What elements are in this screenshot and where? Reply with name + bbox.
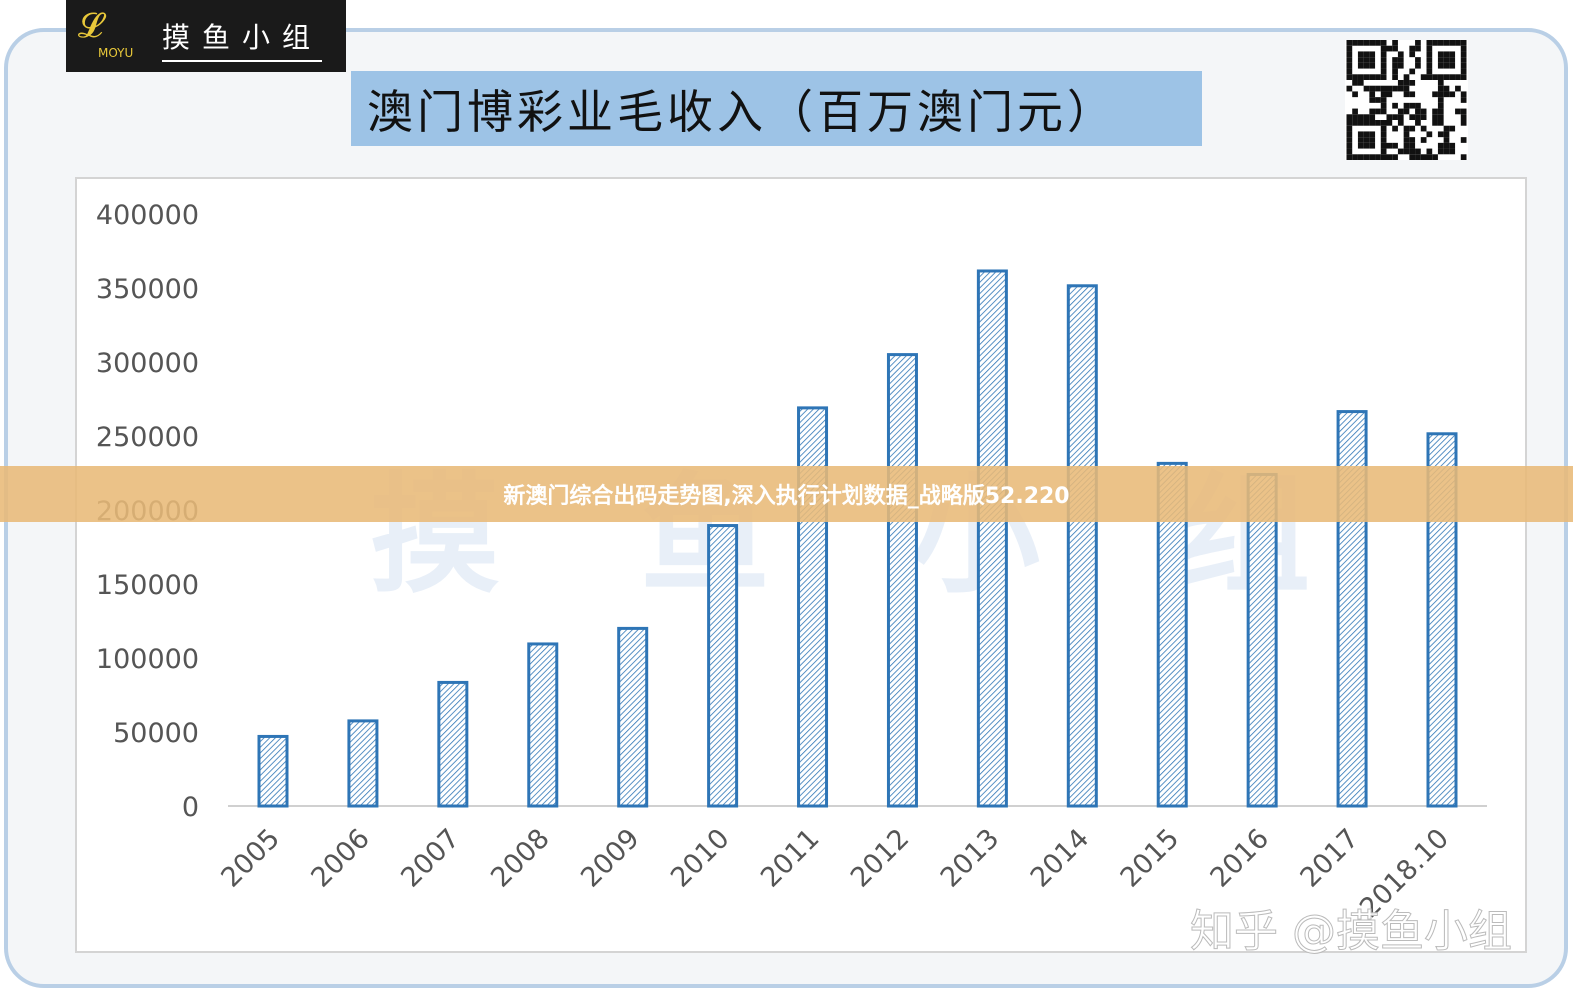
x-tick-label: 2012 [845, 823, 916, 894]
y-tick-label: 250000 [96, 422, 199, 453]
x-tick-label: 2008 [485, 823, 556, 894]
x-tick-label: 2006 [305, 823, 376, 894]
y-tick-label: 350000 [96, 274, 199, 305]
x-tick-label: 2009 [575, 823, 646, 894]
bar-2005 [257, 734, 289, 808]
x-tick-label: 2010 [665, 823, 736, 894]
logo-sub: MOYU [98, 46, 134, 60]
bar-2006 [347, 719, 379, 808]
x-tick-label: 2005 [215, 823, 286, 894]
logo-mark-icon: 𝓛 [78, 6, 103, 46]
logo-brand: 摸鱼小组 [162, 16, 323, 62]
bar-2009 [617, 626, 649, 808]
y-tick-label: 300000 [96, 348, 199, 379]
bar-2013 [976, 269, 1008, 808]
y-tick-label: 100000 [96, 644, 199, 675]
x-tick-label: 2013 [935, 823, 1006, 894]
logo: 𝓛 MOYU 摸鱼小组 [66, 0, 346, 72]
y-tick-label: 400000 [96, 200, 199, 231]
y-tick-label: 0 [182, 792, 199, 823]
y-tick-label: 50000 [113, 718, 199, 749]
bar-2007 [437, 680, 469, 808]
zhihu-watermark: 知乎 @摸鱼小组 [1190, 906, 1513, 958]
bar-2014 [1066, 284, 1098, 808]
x-tick-label: 2011 [755, 823, 826, 894]
qr-code [1345, 40, 1468, 160]
x-tick-label: 2007 [395, 823, 466, 894]
bar-2016 [1246, 472, 1278, 808]
bar-2012 [886, 353, 918, 808]
chart-title: 澳门博彩业毛收入（百万澳门元） [351, 71, 1202, 146]
bar-2010 [707, 524, 739, 808]
x-tick-label: 2015 [1115, 823, 1186, 894]
overlay-banner[interactable]: 新澳门综合出码走势图,深入执行计划数据_战略版52.220 [0, 466, 1573, 522]
x-tick-label: 2016 [1205, 823, 1276, 894]
x-tick-label: 2017 [1295, 823, 1366, 894]
bar-2008 [527, 642, 559, 808]
y-tick-label: 150000 [96, 570, 199, 601]
x-tick-label: 2014 [1025, 823, 1096, 894]
